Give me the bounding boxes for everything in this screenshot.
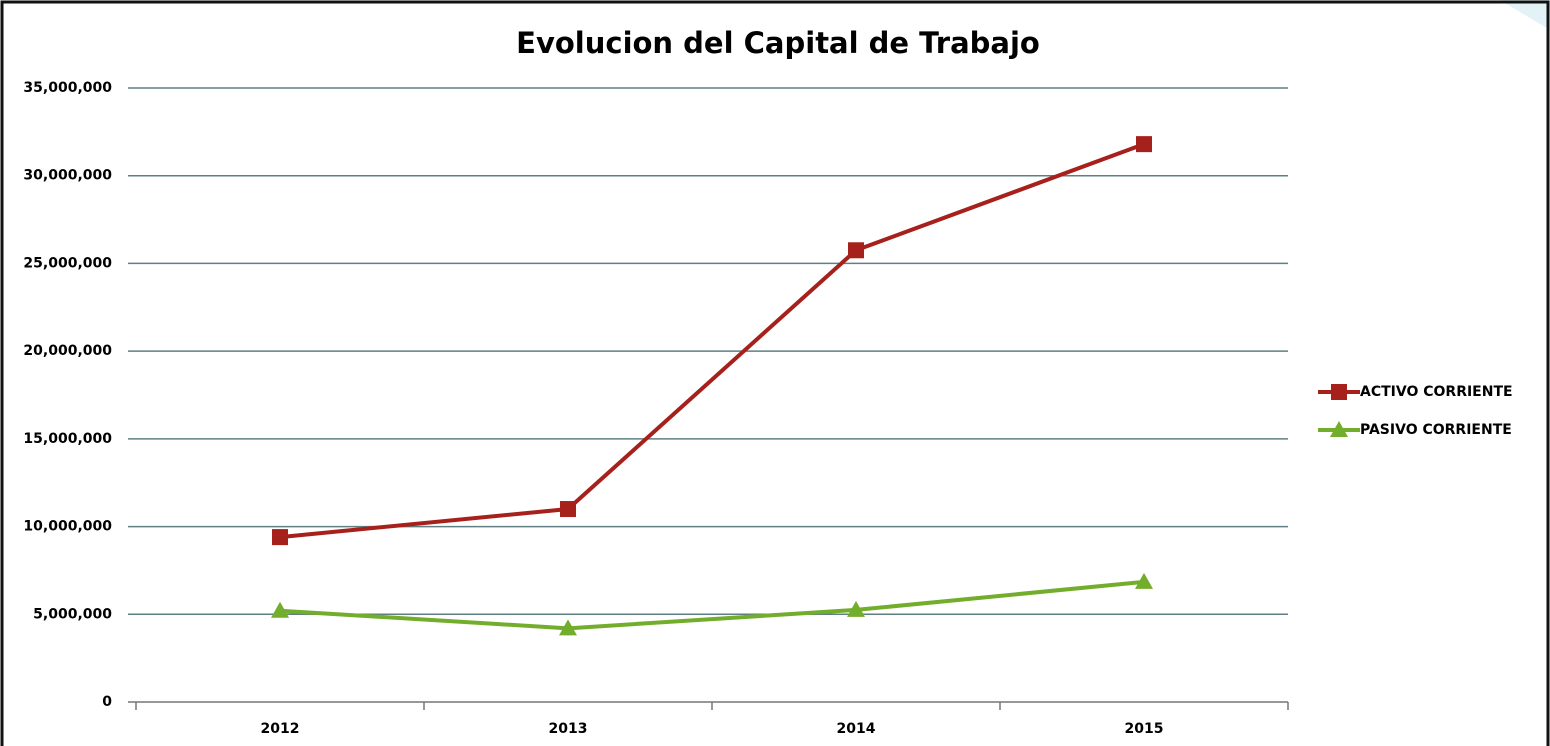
marker — [1135, 572, 1153, 589]
marker — [847, 600, 865, 617]
chart-title: Evolucion del Capital de Trabajo — [516, 26, 1040, 60]
x-tick-label: 2012 — [261, 721, 300, 737]
marker — [1330, 421, 1348, 437]
y-tick-label: 5,000,000 — [33, 606, 112, 622]
y-tick-label: 0 — [102, 694, 112, 710]
marker — [848, 242, 864, 259]
corner-decoration — [1500, 0, 1550, 30]
marker — [272, 529, 288, 546]
legend-label: PASIVO CORRIENTE — [1360, 422, 1512, 438]
marker — [271, 601, 289, 618]
y-tick-label: 20,000,000 — [23, 343, 112, 359]
marker — [1331, 384, 1347, 400]
y-tick-label: 30,000,000 — [23, 168, 112, 184]
x-tick-label: 2015 — [1125, 721, 1164, 737]
x-tick-label: 2014 — [837, 721, 876, 737]
marker — [559, 619, 577, 636]
marker — [560, 501, 576, 518]
series-line — [279, 579, 1145, 631]
y-tick-label: 10,000,000 — [23, 519, 112, 535]
series-line — [279, 142, 1145, 540]
y-tick-label: 35,000,000 — [23, 80, 112, 96]
legend-label: ACTIVO CORRIENTE — [1360, 384, 1513, 400]
marker — [1136, 136, 1152, 153]
x-tick-label: 2013 — [549, 721, 588, 737]
y-tick-label: 15,000,000 — [23, 431, 112, 447]
y-tick-label: 25,000,000 — [23, 255, 112, 271]
